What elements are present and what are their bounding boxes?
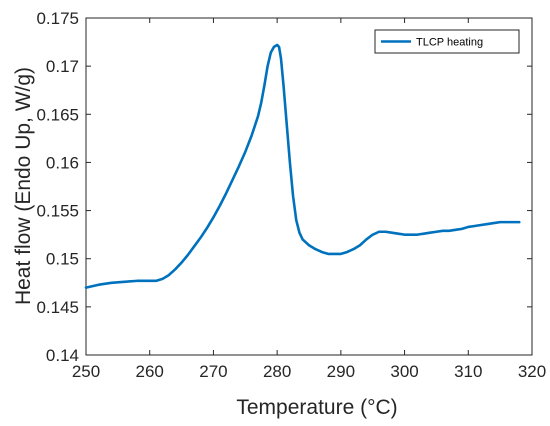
series-line-tlcp-heating [84, 43, 521, 289]
y-tick-label: 0.175 [36, 9, 79, 28]
x-axis-label: Temperature (°C) [236, 396, 397, 419]
x-tick-label: 310 [454, 362, 482, 381]
x-tick-label: 300 [390, 362, 418, 381]
x-tick-label: 320 [518, 362, 546, 381]
legend-box [374, 29, 520, 54]
x-axis-ticks: 250 260 270 280 290 300 310 320 [72, 18, 546, 381]
legend-label: TLCP heating [416, 37, 483, 49]
y-tick-label: 0.16 [46, 153, 79, 172]
x-tick-label: 260 [136, 362, 164, 381]
x-tick-label: 290 [327, 362, 355, 381]
y-tick-label: 0.165 [36, 105, 79, 124]
y-tick-label: 0.15 [46, 250, 79, 269]
y-tick-label: 0.14 [46, 346, 79, 365]
plot-area-border [85, 17, 533, 356]
y-tick-label: 0.145 [36, 298, 79, 317]
x-tick-label: 280 [263, 362, 291, 381]
plot-frame [85, 17, 533, 356]
y-axis-ticks: 0.14 0.145 0.15 0.155 0.16 0.165 0.17 0.175 [36, 9, 532, 365]
x-tick-label: 270 [199, 362, 227, 381]
y-axis-label: Heat flow (Endo Up, W/g) [12, 67, 35, 305]
y-tick-label: 0.17 [46, 57, 79, 76]
x-tick-label: 250 [72, 362, 100, 381]
y-tick-label: 0.155 [36, 202, 79, 221]
legend: TLCP heating [374, 29, 520, 54]
